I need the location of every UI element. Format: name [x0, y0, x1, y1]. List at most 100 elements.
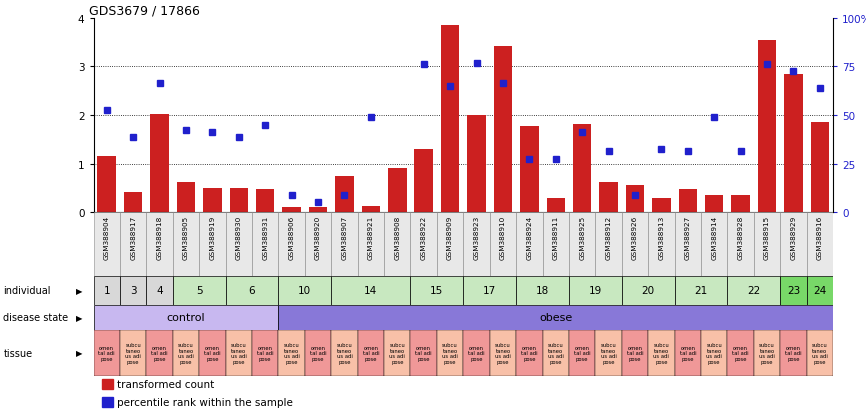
- Text: subcu
taneo
us adi
pose: subcu taneo us adi pose: [812, 342, 828, 364]
- Bar: [807, 330, 833, 376]
- Bar: [278, 330, 305, 376]
- Text: subcu
taneo
us adi
pose: subcu taneo us adi pose: [654, 342, 669, 364]
- Bar: [388, 169, 406, 213]
- Bar: [436, 213, 463, 277]
- Text: 6: 6: [249, 286, 255, 296]
- Bar: [120, 277, 146, 305]
- Bar: [225, 277, 278, 305]
- Text: 5: 5: [196, 286, 203, 296]
- Bar: [256, 190, 275, 213]
- Text: GSM388921: GSM388921: [368, 215, 374, 259]
- Text: GSM388923: GSM388923: [474, 215, 480, 259]
- Bar: [410, 330, 436, 376]
- Bar: [278, 213, 305, 277]
- Bar: [516, 213, 542, 277]
- Text: transformed count: transformed count: [118, 379, 215, 389]
- Text: ▶: ▶: [76, 349, 83, 358]
- Bar: [468, 116, 486, 213]
- Bar: [441, 26, 459, 213]
- Text: omen
tal adi
pose: omen tal adi pose: [521, 345, 538, 361]
- Bar: [701, 213, 727, 277]
- Text: GSM388914: GSM388914: [711, 215, 717, 259]
- Bar: [648, 330, 675, 376]
- Text: GSM388911: GSM388911: [553, 215, 559, 259]
- Text: omen
tal adi
pose: omen tal adi pose: [416, 345, 432, 361]
- Bar: [229, 188, 248, 213]
- Text: GSM388905: GSM388905: [183, 215, 189, 259]
- Bar: [94, 213, 120, 277]
- Bar: [172, 213, 199, 277]
- Text: subcu
taneo
us adi
pose: subcu taneo us adi pose: [284, 342, 300, 364]
- Text: subcu
taneo
us adi
pose: subcu taneo us adi pose: [178, 342, 194, 364]
- Text: omen
tal adi
pose: omen tal adi pose: [574, 345, 591, 361]
- Bar: [489, 213, 516, 277]
- Bar: [278, 305, 833, 330]
- Bar: [546, 198, 565, 213]
- Text: obese: obese: [540, 313, 572, 323]
- Text: 3: 3: [130, 286, 137, 296]
- Text: percentile rank within the sample: percentile rank within the sample: [118, 397, 294, 407]
- Text: subcu
taneo
us adi
pose: subcu taneo us adi pose: [601, 342, 617, 364]
- Text: 19: 19: [589, 286, 602, 296]
- Bar: [102, 396, 113, 407]
- Bar: [780, 213, 807, 277]
- Text: GSM388913: GSM388913: [658, 215, 664, 259]
- Bar: [622, 213, 648, 277]
- Text: GSM388931: GSM388931: [262, 215, 268, 259]
- Text: GSM388925: GSM388925: [579, 215, 585, 259]
- Bar: [705, 196, 723, 213]
- Bar: [151, 115, 169, 213]
- Text: omen
tal adi
pose: omen tal adi pose: [363, 345, 379, 361]
- Text: subcu
taneo
us adi
pose: subcu taneo us adi pose: [126, 342, 141, 364]
- Text: GSM388910: GSM388910: [500, 215, 506, 259]
- Bar: [675, 330, 701, 376]
- Text: GSM388922: GSM388922: [421, 215, 427, 259]
- Bar: [177, 183, 195, 213]
- Text: omen
tal adi
pose: omen tal adi pose: [257, 345, 274, 361]
- Bar: [199, 330, 225, 376]
- Bar: [436, 330, 463, 376]
- Bar: [282, 208, 301, 213]
- Bar: [675, 277, 727, 305]
- Text: GSM388906: GSM388906: [288, 215, 294, 259]
- Text: omen
tal adi
pose: omen tal adi pose: [152, 345, 168, 361]
- Bar: [520, 126, 539, 213]
- Bar: [516, 277, 569, 305]
- Bar: [758, 40, 776, 213]
- Text: omen
tal adi
pose: omen tal adi pose: [204, 345, 221, 361]
- Bar: [204, 188, 222, 213]
- Text: GSM388919: GSM388919: [210, 215, 216, 259]
- Bar: [785, 74, 803, 213]
- Bar: [679, 190, 697, 213]
- Bar: [94, 277, 120, 305]
- Bar: [626, 186, 644, 213]
- Bar: [305, 213, 331, 277]
- Bar: [358, 213, 384, 277]
- Bar: [199, 213, 225, 277]
- Bar: [410, 277, 463, 305]
- Bar: [172, 277, 225, 305]
- Bar: [252, 330, 278, 376]
- Text: disease state: disease state: [3, 313, 68, 323]
- Bar: [622, 277, 675, 305]
- Bar: [753, 330, 780, 376]
- Bar: [384, 330, 410, 376]
- Text: omen
tal adi
pose: omen tal adi pose: [99, 345, 115, 361]
- Bar: [727, 277, 780, 305]
- Text: 17: 17: [483, 286, 496, 296]
- Bar: [415, 150, 433, 213]
- Bar: [124, 192, 142, 213]
- Text: GSM388918: GSM388918: [157, 215, 163, 259]
- Bar: [331, 213, 358, 277]
- Bar: [648, 213, 675, 277]
- Text: 23: 23: [787, 286, 800, 296]
- Bar: [146, 330, 172, 376]
- Text: GSM388924: GSM388924: [527, 215, 533, 259]
- Bar: [622, 330, 648, 376]
- Bar: [727, 330, 753, 376]
- Text: subcu
taneo
us adi
pose: subcu taneo us adi pose: [443, 342, 458, 364]
- Bar: [463, 277, 516, 305]
- Bar: [463, 330, 489, 376]
- Text: subcu
taneo
us adi
pose: subcu taneo us adi pose: [707, 342, 722, 364]
- Bar: [98, 157, 116, 213]
